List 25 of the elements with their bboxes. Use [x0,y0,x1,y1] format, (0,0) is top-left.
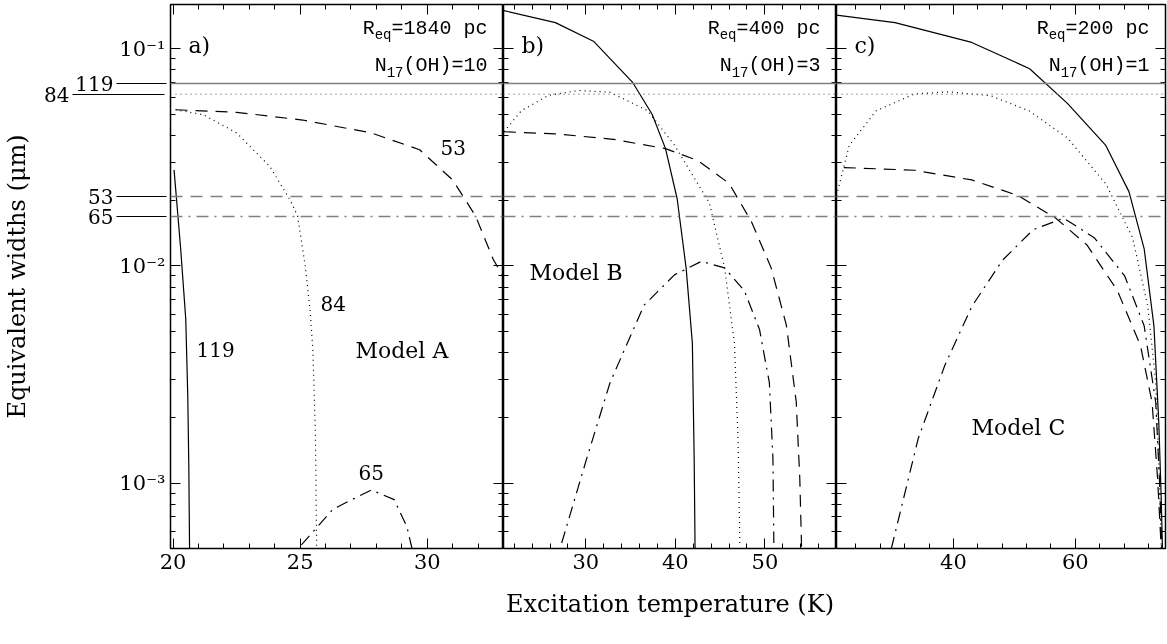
text: 84 [44,82,70,107]
x-tick-label: 40 [662,549,689,574]
x-axis-title: Excitation temperature (K) [506,589,834,618]
annotation: Model A [355,338,450,363]
annotation: Model B [529,260,623,285]
x-tick-label: 40 [940,549,967,574]
annotation: a) [188,33,211,58]
annotation: c) [854,33,876,58]
annotation: 53 [440,136,466,160]
x-tick-label: 25 [286,549,314,574]
y-axis-title: Equivalent widths (μm) [3,134,32,419]
x-tick-label: 50 [751,549,779,574]
annotation: Model C [971,415,1066,440]
x-tick-label: 30 [572,549,600,574]
x-tick-label: 20 [159,549,187,574]
x-tick-label: 30 [413,549,441,574]
y-tick-label: 10⁻¹ [119,36,166,61]
y-tick-label: 10⁻² [119,253,166,278]
y-tick-label: 10⁻³ [119,471,166,496]
x-tick-label: 60 [1061,549,1089,574]
annotation: 84 [320,292,346,316]
text: 119 [75,72,114,97]
annotation: b) [521,33,545,58]
annotation: 119 [196,338,235,362]
annotation: 65 [358,461,384,485]
